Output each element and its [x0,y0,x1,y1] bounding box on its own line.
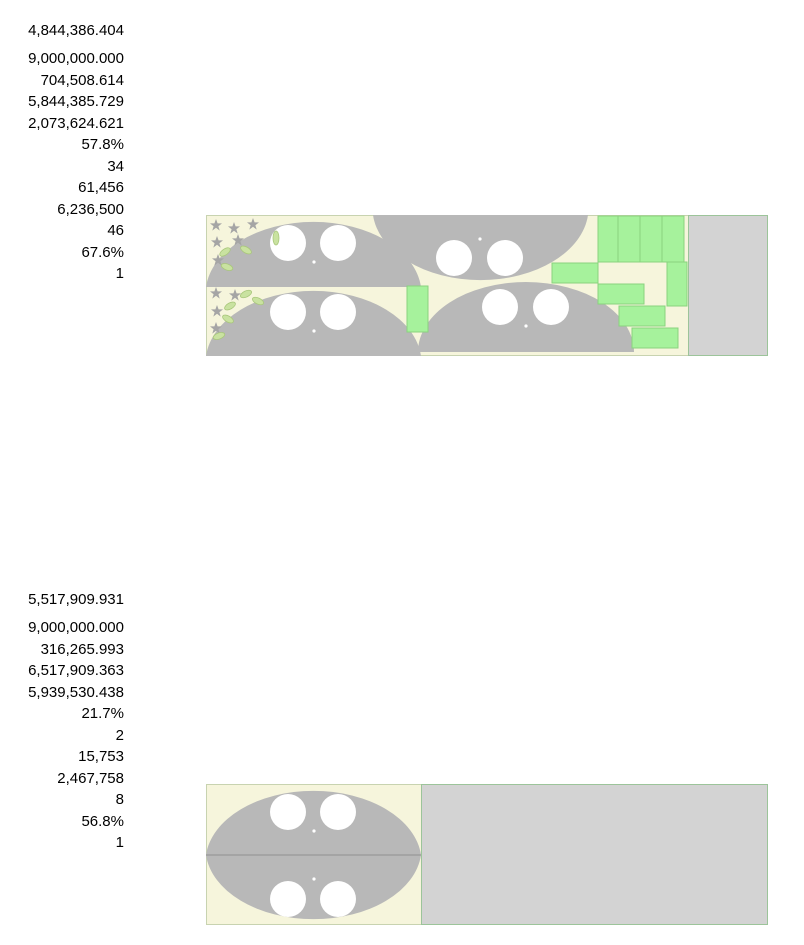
leaf-part[interactable] [272,230,280,246]
leaf-part[interactable] [239,244,252,255]
stat-value: 57.8% [81,136,124,153]
part-center-mark [312,829,316,833]
stat-value: 2,467,758 [57,770,124,787]
small-part[interactable] [631,327,679,349]
leaf-part[interactable] [239,289,252,300]
stat-value: 56.8% [81,813,124,830]
stat-value: 9,000,000.000 [28,50,124,67]
part-hole [270,794,306,830]
part-hole [270,294,306,330]
star-part[interactable] [210,287,222,299]
star-part[interactable] [232,234,244,246]
stat-value: 6,517,909.363 [28,662,124,679]
stat-value: 9,000,000.000 [28,619,124,636]
small-parts [406,215,688,349]
small-part[interactable] [597,283,645,305]
nesting-layout-2 [206,784,768,925]
small-part[interactable] [639,215,663,263]
star-part[interactable] [210,322,222,334]
stat-value: 2 [115,727,124,744]
part-center-mark [312,260,316,264]
stat-value: 5,844,385.729 [28,93,124,110]
small-part[interactable] [666,261,688,307]
small-part[interactable] [617,215,641,263]
star-part[interactable] [247,218,259,230]
part-hole [533,289,569,325]
star-part[interactable] [211,305,223,317]
small-part[interactable] [406,285,429,333]
part-hole [320,225,356,261]
nested-part[interactable] [206,221,421,287]
nesting-sheet-1[interactable] [206,215,769,357]
part-center-mark [312,329,316,333]
stat-value: 704,508.614 [40,72,124,89]
part-center-mark [524,324,528,328]
stat-value: 46 [107,222,124,239]
remnant-block[interactable] [421,784,768,925]
stat-value: 2,073,624.621 [28,115,124,132]
leaf-part[interactable] [251,296,264,307]
stat-value: 61,456 [78,179,124,196]
part-center-mark [478,237,482,241]
nested-part[interactable] [206,855,421,920]
remnant-block[interactable] [688,215,768,356]
nesting-sheet-2[interactable] [206,784,769,926]
small-part[interactable] [618,305,666,327]
nested-part[interactable] [418,282,634,352]
nested-part[interactable] [206,790,421,855]
star-parts [210,218,259,334]
small-part[interactable] [597,215,619,263]
small-part[interactable] [661,215,685,263]
leaf-part[interactable] [218,246,231,258]
part-center-mark [312,877,316,881]
stat-value: 67.6% [81,244,124,261]
star-part[interactable] [210,219,222,231]
part-hole [436,240,472,276]
star-part[interactable] [229,289,241,301]
leaf-part[interactable] [220,262,234,272]
nesting-layout-1 [206,215,768,356]
stat-value: 8 [115,791,124,808]
stat-value: 1 [115,834,124,851]
part-hole [320,794,356,830]
small-part[interactable] [551,262,599,284]
stat-value: 5,939,530.438 [28,684,124,701]
star-part[interactable] [228,222,240,234]
nested-part[interactable] [373,215,588,281]
stat-value: 15,753 [78,748,124,765]
stat-value: 316,265.993 [40,641,124,658]
stat-value: 1 [115,265,124,282]
leaf-part[interactable] [221,313,234,324]
leaf-part[interactable] [212,331,226,341]
star-part[interactable] [212,254,224,266]
part-hole [270,225,306,261]
stat-value: 6,236,500 [57,201,124,218]
leaf-part[interactable] [223,300,236,311]
star-part[interactable] [211,236,223,248]
part-hole [270,881,306,917]
stat-value: 4,844,386.404 [28,22,124,39]
stat-value: 21.7% [81,705,124,722]
stat-value: 5,517,909.931 [28,591,124,608]
part-hole [320,294,356,330]
part-hole [320,881,356,917]
part-hole [482,289,518,325]
leaf-parts [212,230,280,341]
nested-part[interactable] [206,290,421,356]
stat-value: 34 [107,158,124,175]
part-hole [487,240,523,276]
